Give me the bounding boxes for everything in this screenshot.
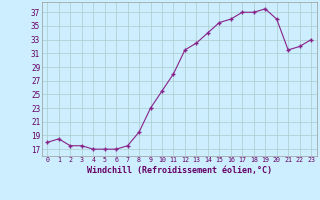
X-axis label: Windchill (Refroidissement éolien,°C): Windchill (Refroidissement éolien,°C) xyxy=(87,166,272,175)
